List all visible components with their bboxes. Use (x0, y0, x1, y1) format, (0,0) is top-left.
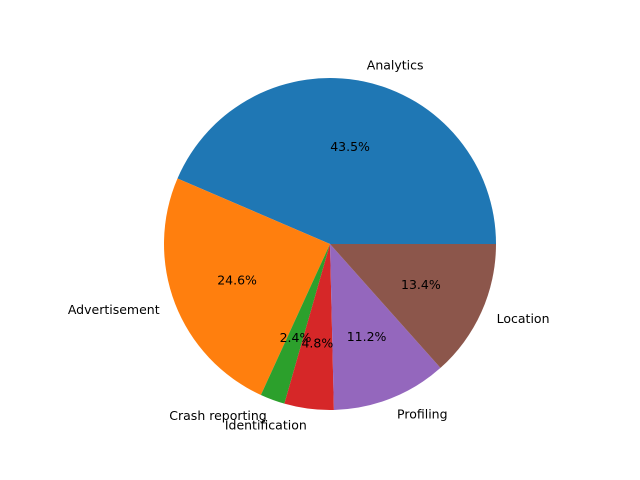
pie-slice-analytics (177, 77, 496, 244)
slice-label-location: Location (497, 311, 550, 326)
pie-slice-crash-reporting (260, 244, 330, 404)
slice-percent-advertisement: 24.6% (217, 272, 257, 287)
pie-slice-location (330, 244, 496, 368)
slice-label-crash-reporting: Crash reporting (169, 408, 266, 423)
slice-percent-crash-reporting: 2.4% (280, 330, 312, 345)
slice-percent-profiling: 11.2% (347, 329, 387, 344)
pie-slices (163, 77, 496, 410)
pie-slice-advertisement (163, 178, 330, 395)
slice-label-analytics: Analytics (367, 58, 424, 73)
slice-percent-identification: 4.8% (301, 335, 333, 350)
pie-slice-profiling (330, 244, 441, 410)
pie-slice-identification (284, 244, 334, 410)
slice-label-advertisement: Advertisement (68, 302, 160, 317)
slice-percent-location: 13.4% (401, 277, 441, 292)
slice-percent-analytics: 43.5% (330, 139, 370, 154)
slice-label-profiling: Profiling (397, 406, 448, 421)
slice-label-identification: Identification (225, 418, 307, 433)
pie-labels: Analytics 43.5% Advertisement 24.6% Crash re… (68, 58, 550, 433)
